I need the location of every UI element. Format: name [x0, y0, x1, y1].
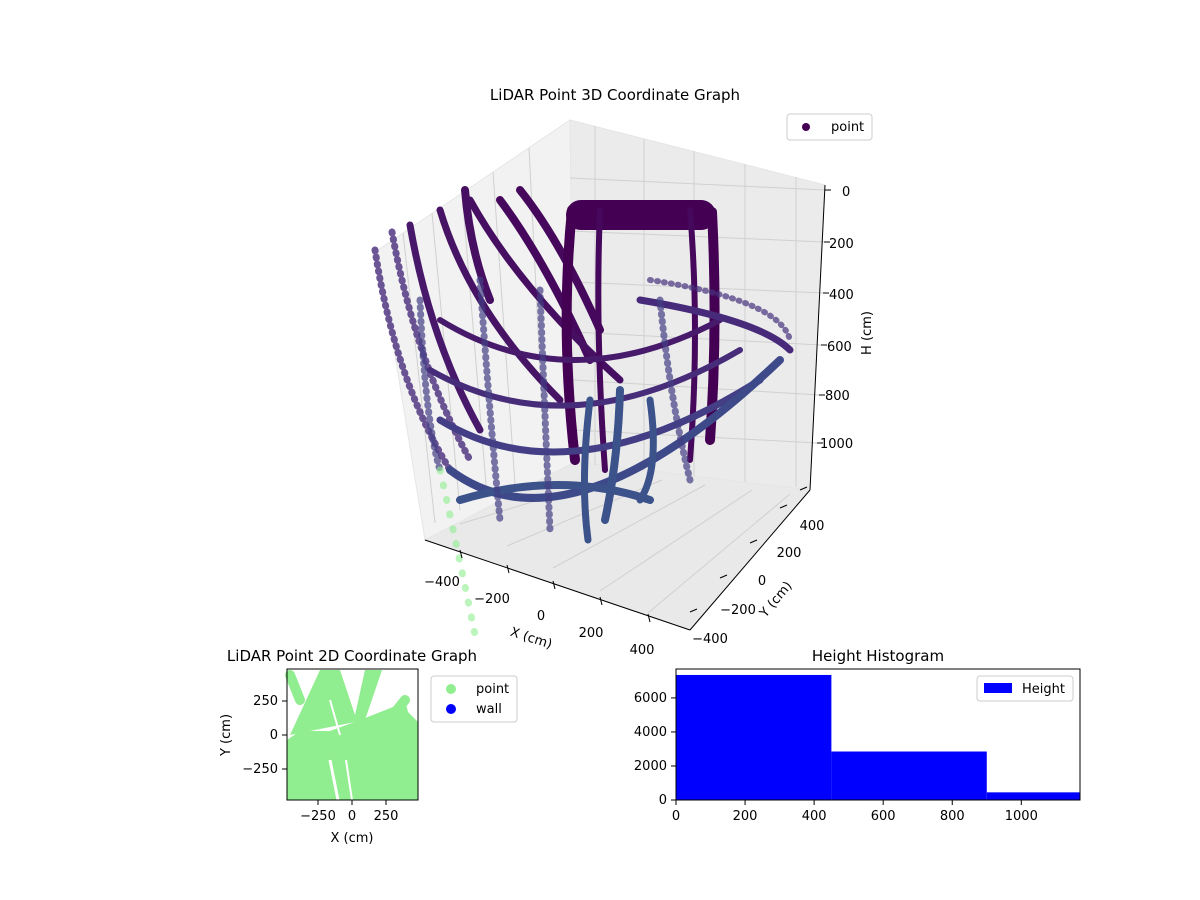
- drop-5: [476, 276, 504, 524]
- ztick-label: 600: [827, 340, 852, 355]
- ytick-label: 2000: [634, 759, 667, 774]
- histogram-bar: [986, 792, 1080, 800]
- ytick-label: 250: [253, 694, 278, 709]
- ytick-labels-2d: 250 0 −250: [242, 694, 278, 777]
- drop-4: [416, 296, 444, 474]
- ytick-label: 0: [659, 793, 667, 808]
- ytick-label: 400: [800, 519, 825, 534]
- xtick-label: 400: [802, 809, 827, 824]
- arc-6: [516, 186, 604, 334]
- xtick-label: 250: [374, 809, 399, 824]
- ytick-label: 200: [777, 546, 802, 561]
- zaxis-label: H (cm): [860, 311, 875, 355]
- cylinder-left: [561, 205, 580, 465]
- cylinder-right: [705, 207, 720, 445]
- xtick-label: 200: [579, 626, 604, 641]
- legend-marker-point: [446, 684, 456, 694]
- histogram-xticks: 0 200 400 600 800 1000: [672, 800, 1038, 824]
- drop-1: [601, 386, 624, 524]
- legend-marker-point: [802, 123, 810, 131]
- xtick-label: −250: [300, 809, 336, 824]
- drop-2: [580, 396, 594, 544]
- ring-2: [427, 347, 743, 409]
- ytick-label: 0: [270, 728, 278, 743]
- drop-light: [436, 466, 479, 639]
- plot-2d-points: [285, 670, 418, 801]
- arc-right-2: [636, 296, 794, 354]
- ytick-label: 4000: [634, 725, 667, 740]
- xtick-label: 800: [940, 809, 965, 824]
- legend-label: Height: [1022, 682, 1065, 697]
- legend-3d: point: [786, 113, 873, 141]
- drop-7: [656, 296, 694, 484]
- legend-label: wall: [476, 702, 502, 717]
- drop-3: [636, 396, 657, 504]
- ytick-label: 6000: [634, 691, 667, 706]
- ytick-labels: −400 −200 0 200 400: [692, 519, 824, 647]
- ytick-label: 0: [758, 574, 766, 589]
- chart-histogram: Height Histogram 0 200 400 600 800 1000 0 2000…: [634, 647, 1081, 824]
- chart-3d-title: LiDAR Point 3D Coordinate Graph: [490, 86, 740, 104]
- legend-label: point: [476, 682, 509, 697]
- drop-6: [536, 286, 554, 534]
- xtick-label: −400: [424, 575, 460, 590]
- axis-2d-ticks: [282, 700, 387, 805]
- histogram-bar: [831, 751, 987, 800]
- yaxis-label-2d: Y (cm): [219, 714, 234, 757]
- xtick-label: 400: [630, 643, 655, 658]
- cylinder-mid-1: [595, 207, 608, 473]
- ring-1: [437, 317, 723, 363]
- xtick-labels: −400 −200 0 200 400: [424, 575, 654, 658]
- ytick-label: −250: [242, 762, 278, 777]
- chart-2d-title: LiDAR Point 2D Coordinate Graph: [227, 647, 477, 665]
- ztick-label: 400: [829, 288, 854, 303]
- histogram-title: Height Histogram: [812, 647, 944, 665]
- xtick-label: 0: [348, 809, 356, 824]
- xtick-label: −200: [474, 592, 510, 607]
- xtick-label: 1000: [1005, 809, 1038, 824]
- xtick-label: 600: [871, 809, 896, 824]
- xtick-labels-2d: −250 0 250: [300, 809, 398, 824]
- arc-right-1: [647, 277, 793, 343]
- ztick-label: 0: [842, 185, 850, 200]
- histogram-bars: [676, 674, 1080, 800]
- chart-3d: LiDAR Point 3D Coordinate Graph: [371, 86, 875, 658]
- legend-histogram: Height: [976, 675, 1074, 702]
- ztick-label: 200: [829, 237, 854, 252]
- histogram-frame: [675, 668, 1081, 801]
- xtick-label: 0: [672, 809, 680, 824]
- histogram-yticks: 0 2000 4000 6000: [634, 691, 676, 808]
- legend-label: point: [831, 120, 864, 135]
- chart-2d: LiDAR Point 2D Coordinate Graph −250 0 2…: [219, 647, 518, 846]
- legend-marker-wall: [446, 704, 456, 714]
- xaxis-label: X (cm): [508, 625, 554, 653]
- histogram-bar: [676, 674, 832, 800]
- axes-3d-lines: [424, 184, 831, 631]
- ytick-label: −400: [692, 632, 728, 647]
- xtick-label: 0: [537, 609, 545, 624]
- xaxis-label-2d: X (cm): [331, 831, 374, 846]
- ztick-label: 1000: [820, 437, 853, 452]
- xtick-label: 200: [733, 809, 758, 824]
- legend-2d: point wall: [430, 675, 518, 723]
- ztick-labels: 0 200 400 600 800 1000: [820, 185, 854, 452]
- arc-5: [461, 186, 494, 304]
- cylinder-top: [566, 200, 716, 230]
- point-cloud: [371, 186, 794, 639]
- ztick-label: 800: [825, 389, 850, 404]
- ytick-label: −200: [720, 603, 756, 618]
- ring-5: [456, 481, 654, 504]
- arc-3: [406, 221, 484, 434]
- legend-swatch-height: [984, 683, 1012, 693]
